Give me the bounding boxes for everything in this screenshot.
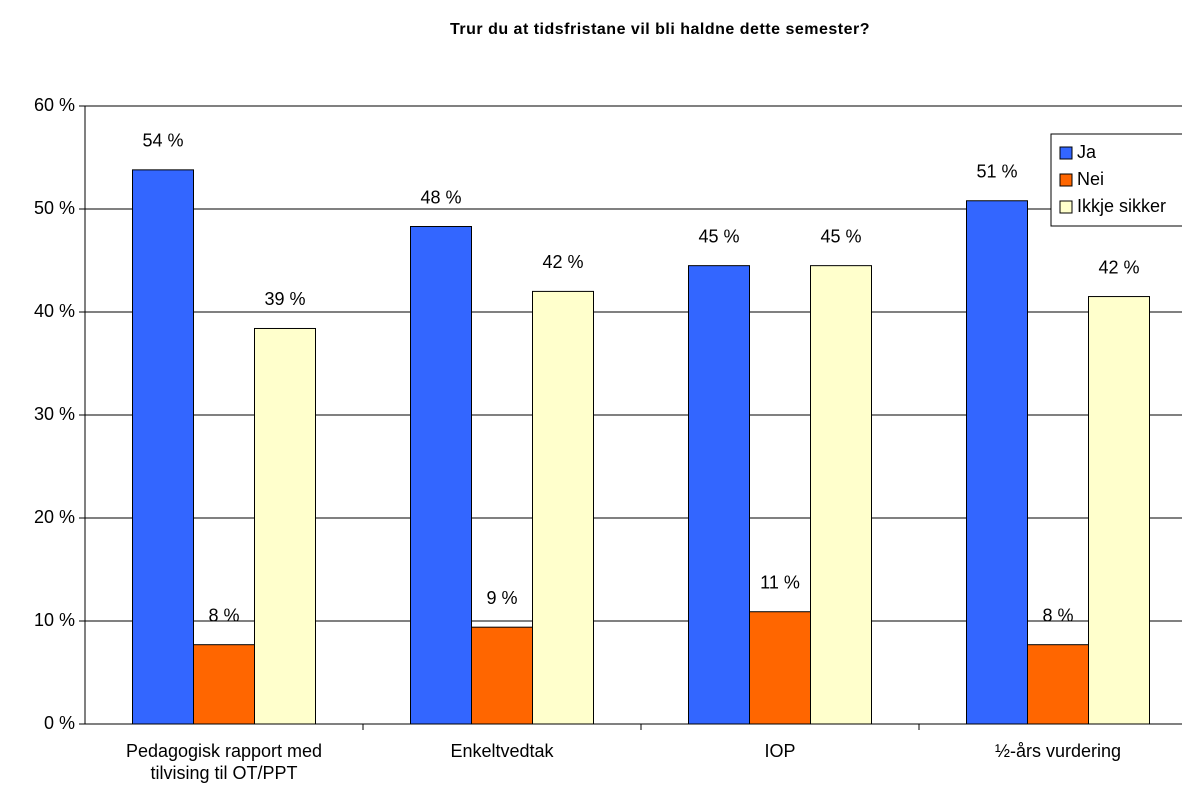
x-tick-label-box: ½-års vurdering xyxy=(994,741,1122,761)
legend-swatch xyxy=(1059,200,1073,214)
bar xyxy=(810,265,872,725)
value-label: 11 % xyxy=(760,572,800,592)
value-label: 42 % xyxy=(542,252,583,272)
bar xyxy=(749,611,811,725)
legend-box xyxy=(1050,133,1182,227)
x-tick-label-box: Pedagogisk rapport med tilvising til OT/… xyxy=(125,741,323,783)
bar xyxy=(688,265,750,725)
chart-title: Trur du at tidsfristane vil bli haldne d… xyxy=(450,21,870,38)
y-tick-label: 20 % xyxy=(34,507,75,527)
legend-label: Ja xyxy=(1077,142,1097,162)
legend-label: Ikkje sikker xyxy=(1077,196,1166,216)
y-tick-label: 30 % xyxy=(34,404,75,424)
bar xyxy=(471,626,533,725)
bar xyxy=(1027,644,1089,725)
bar xyxy=(193,644,255,725)
x-tick-label: Pedagogisk rapport med tilvising til OT/… xyxy=(125,741,323,783)
legend-label: Nei xyxy=(1077,169,1104,189)
value-label: 51 % xyxy=(976,162,1017,182)
x-tick-label-box: Enkeltvedtak xyxy=(450,741,554,761)
bar xyxy=(410,226,472,725)
bar xyxy=(254,327,316,725)
value-label: 45 % xyxy=(820,226,861,246)
value-label: 8 % xyxy=(208,605,239,625)
value-label: 54 % xyxy=(142,131,183,151)
value-label: 42 % xyxy=(1098,257,1139,277)
y-tick-label: 60 % xyxy=(34,95,75,115)
value-label: 8 % xyxy=(1042,605,1073,625)
x-tick-label: ½-års vurdering xyxy=(994,741,1122,761)
legend-swatch xyxy=(1059,173,1073,187)
value-label: 48 % xyxy=(420,187,461,207)
x-tick-label-box: IOP xyxy=(764,741,796,761)
y-tick-label: 0 % xyxy=(44,713,75,733)
value-label: 45 % xyxy=(698,226,739,246)
y-tick-label: 10 % xyxy=(34,610,75,630)
bar xyxy=(132,169,194,725)
x-tick-label: Enkeltvedtak xyxy=(450,741,554,761)
value-label: 9 % xyxy=(486,588,517,608)
bar xyxy=(532,290,594,725)
y-tick-label: 40 % xyxy=(34,301,75,321)
x-tick-label: IOP xyxy=(764,741,796,761)
legend-swatch xyxy=(1059,146,1073,160)
y-tick-label: 50 % xyxy=(34,198,75,218)
bar xyxy=(966,200,1028,725)
bar xyxy=(1088,296,1150,725)
value-label: 39 % xyxy=(264,289,305,309)
